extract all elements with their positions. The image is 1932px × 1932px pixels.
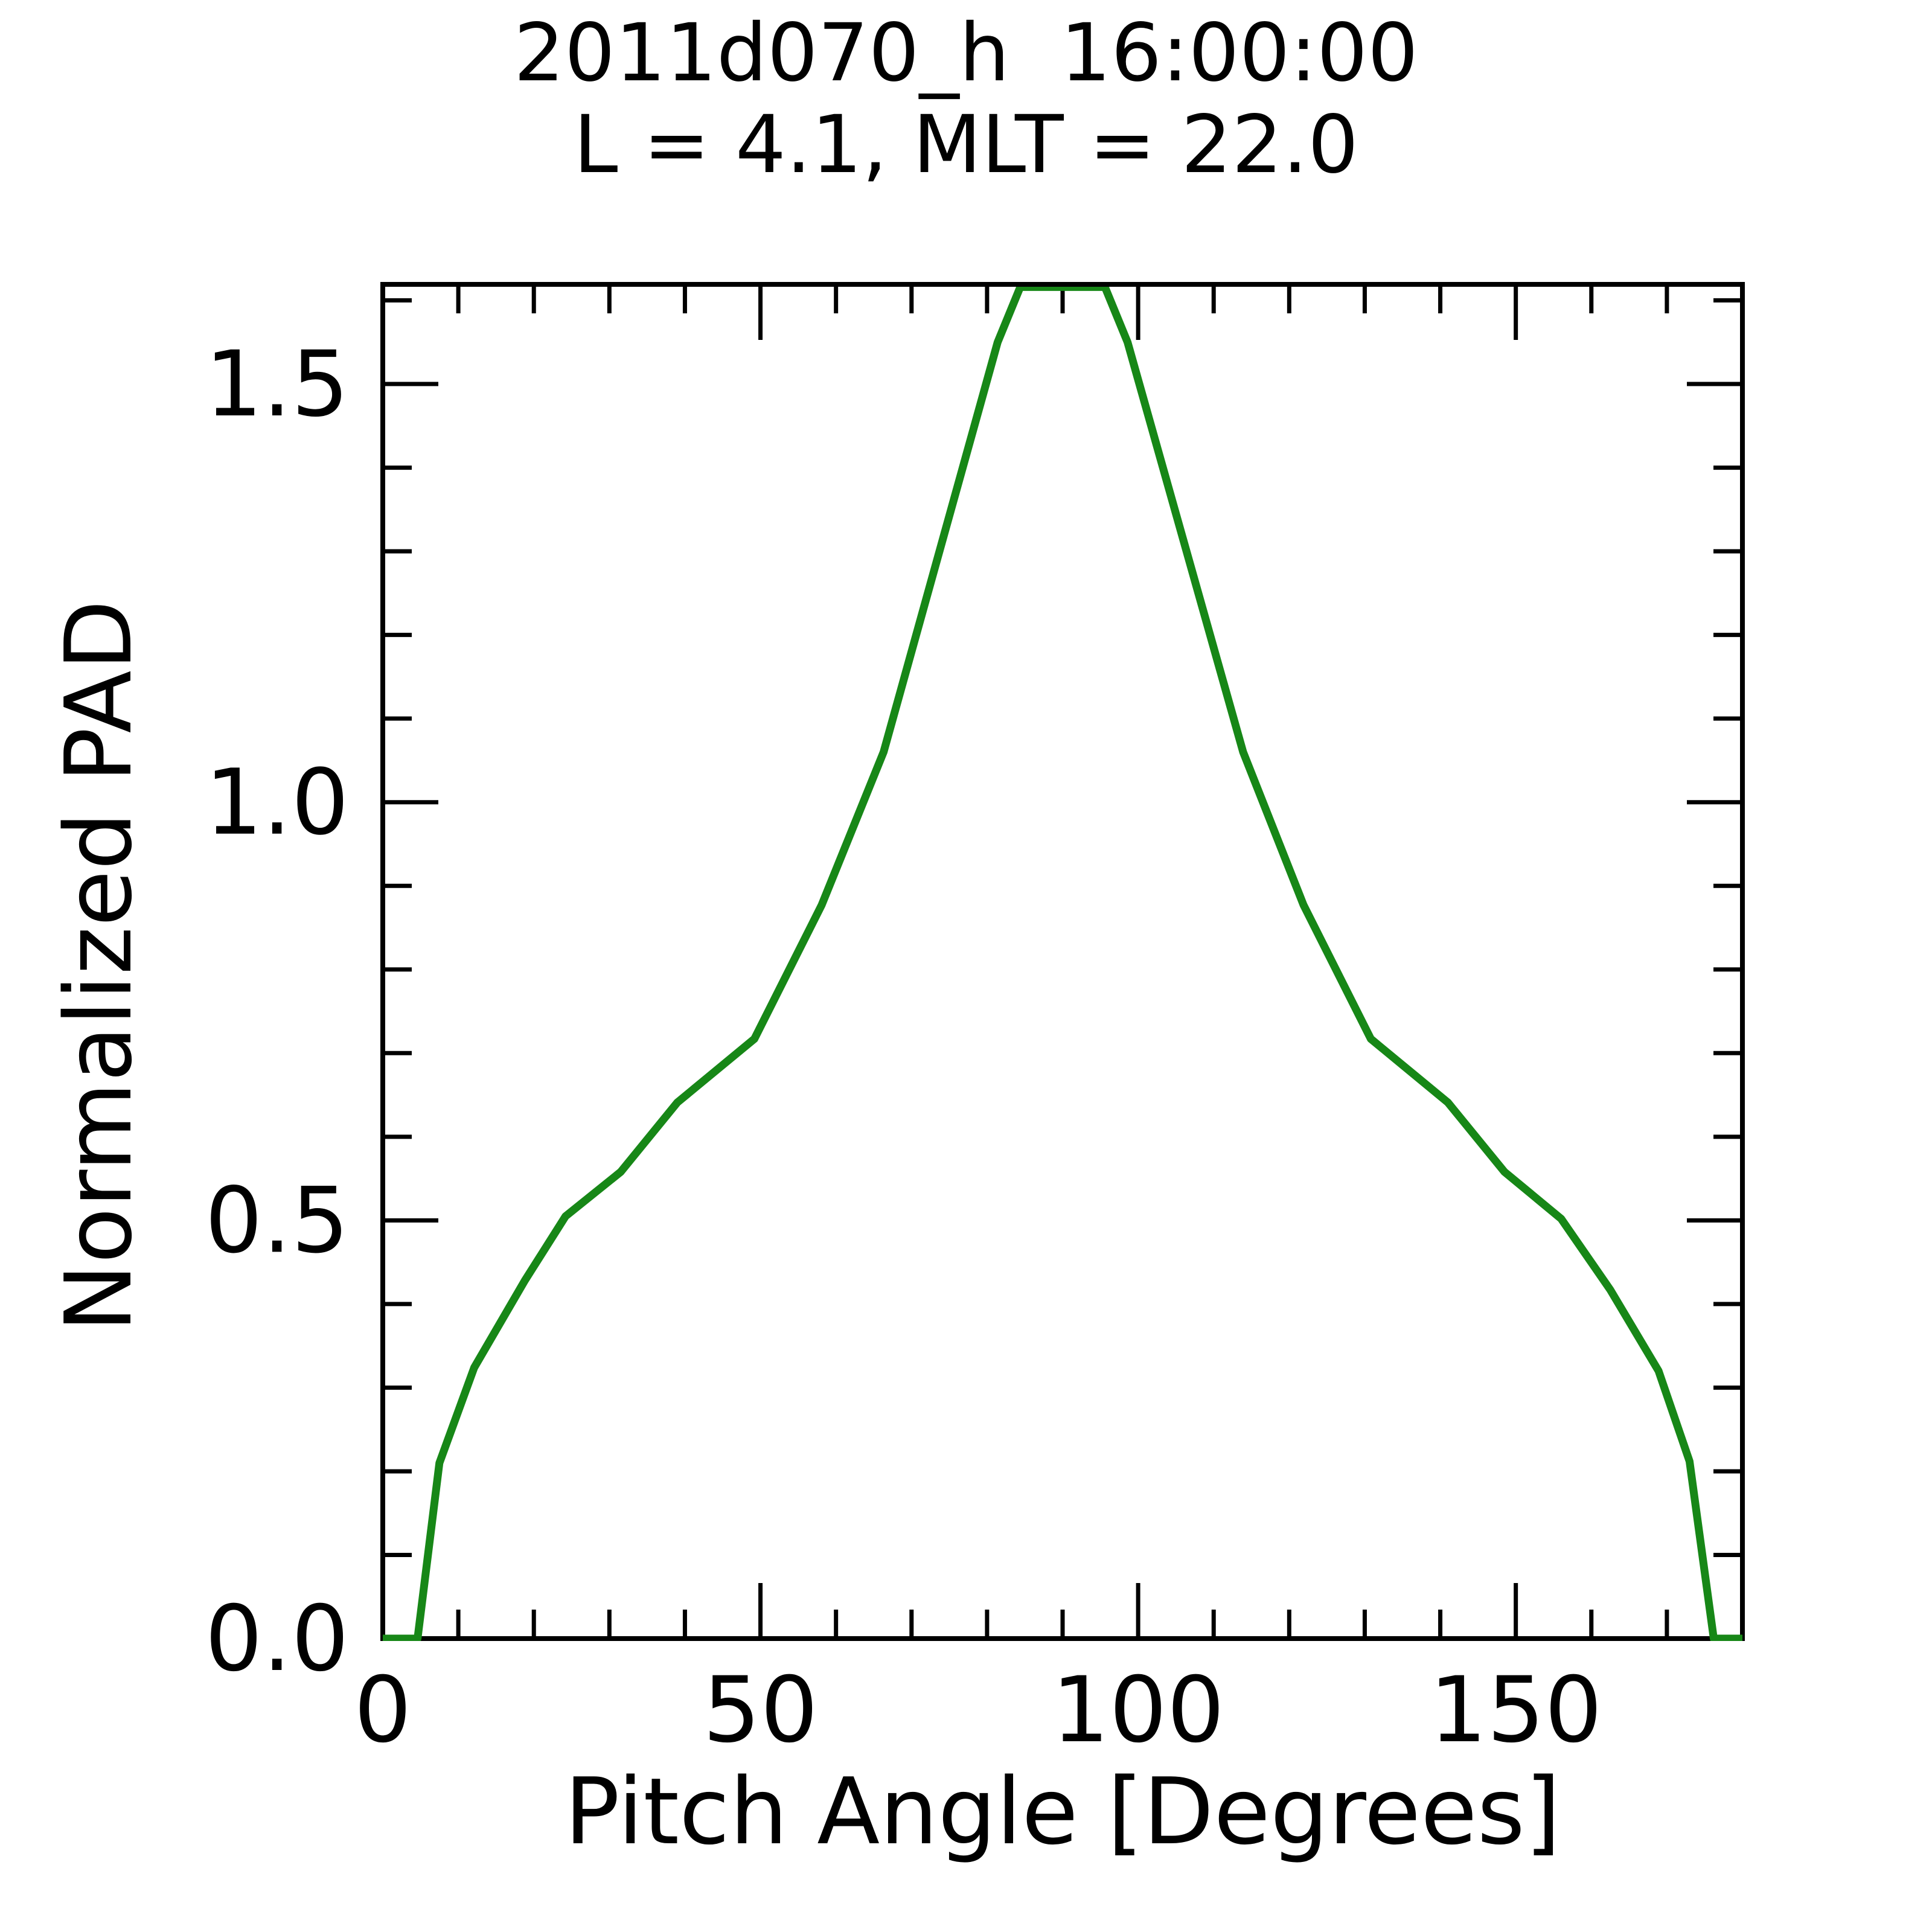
y-tick-label: 1.5 xyxy=(205,332,349,437)
y-tick-label: 0.0 xyxy=(205,1587,349,1692)
chart-title-line1: 2011d070_h 16:00:00 xyxy=(513,7,1419,100)
x-tick-label: 0 xyxy=(354,1658,411,1763)
y-tick-label: 0.5 xyxy=(205,1168,349,1273)
x-tick-label: 50 xyxy=(703,1658,818,1763)
y-tick-label: 1.0 xyxy=(205,750,349,856)
chart-title-line2: L = 4.1, MLT = 22.0 xyxy=(573,98,1359,191)
x-tick-label: 100 xyxy=(1052,1658,1224,1763)
pad-curve xyxy=(383,287,1742,1641)
x-tick-label: 150 xyxy=(1430,1658,1602,1763)
axes-frame xyxy=(380,282,1745,1641)
x-axis-label: Pitch Angle [Degrees] xyxy=(564,1758,1561,1865)
